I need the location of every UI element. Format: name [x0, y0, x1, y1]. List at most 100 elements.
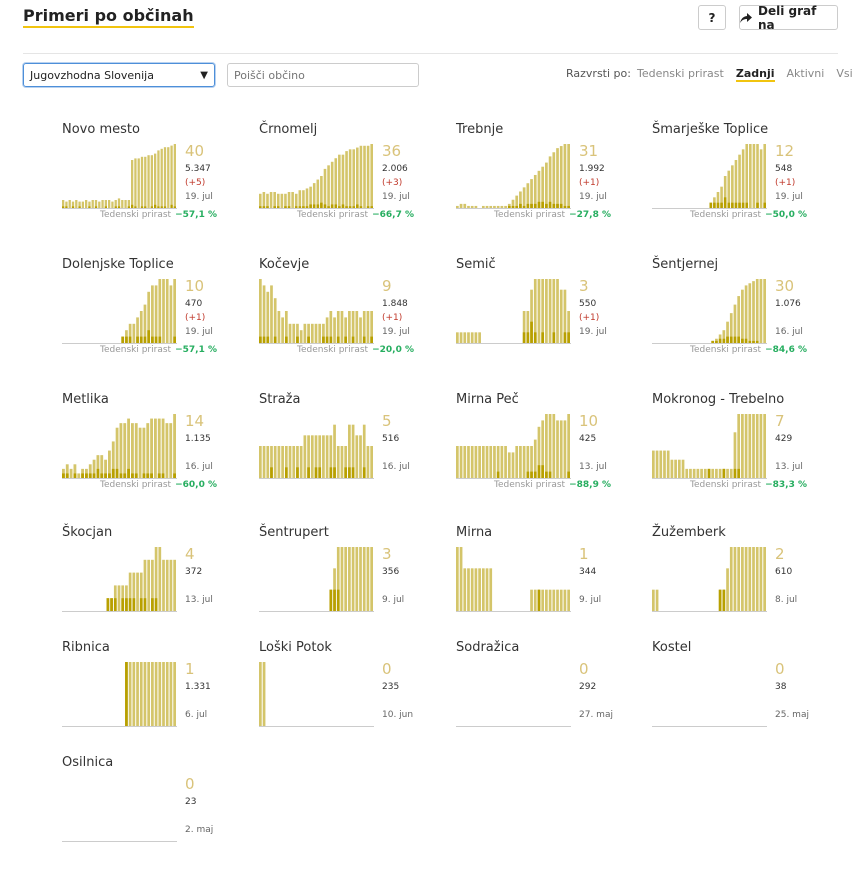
- municipality-card[interactable]: Šentjernej 30 1.076 16. jul Tedenski prirast…: [652, 257, 842, 377]
- new-cases-bar: [563, 332, 567, 343]
- help-button[interactable]: ?: [698, 5, 726, 30]
- new-cases-bar: [552, 332, 556, 343]
- active-bar: [748, 414, 752, 478]
- new-cases-bar: [88, 473, 92, 478]
- active-bar: [73, 464, 77, 478]
- active-bar: [71, 201, 75, 208]
- municipality-card[interactable]: Loški Potok 0 235 10. jun: [259, 640, 449, 760]
- new-cases-bar: [738, 202, 741, 208]
- new-cases-bar: [362, 467, 366, 478]
- new-cases-bar: [144, 206, 147, 208]
- new-cases-bar: [334, 204, 338, 208]
- total-count: 38: [775, 682, 787, 692]
- last-date: 6. jul: [185, 710, 208, 720]
- last-date: 8. jul: [775, 595, 798, 605]
- active-bar: [157, 150, 160, 208]
- new-cases-bar: [720, 202, 723, 208]
- search-input[interactable]: [227, 63, 419, 87]
- municipality-card[interactable]: Novo mesto 40 5.347 (+5) 19. jul Tedenski pri…: [62, 122, 252, 242]
- municipality-card[interactable]: Metlika 14 1.135 16. jul Tedenski prirast −60…: [62, 392, 252, 512]
- active-bar: [681, 459, 685, 478]
- active-bar: [139, 311, 143, 343]
- new-cases-bar: [530, 471, 533, 478]
- municipality-card[interactable]: Šentrupert 3 356 9. jul: [259, 525, 449, 645]
- active-bar: [726, 468, 729, 478]
- new-cases-bar: [136, 336, 139, 343]
- new-cases-bar: [362, 336, 366, 343]
- region-select[interactable]: Jugovzhodna Slovenija ▼: [23, 63, 215, 87]
- active-bar: [323, 168, 327, 208]
- daily-delta: (+1): [579, 313, 600, 323]
- municipality-card[interactable]: Semič 3 550 (+1) 19. jul: [456, 257, 646, 377]
- last-date: 16. jul: [185, 462, 213, 472]
- municipality-card[interactable]: Mokronog - Trebelno 7 429 13. jul Tedenski p…: [652, 392, 842, 512]
- new-cases-bar: [154, 204, 157, 208]
- municipality-card[interactable]: Kočevje 9 1.848 (+1) 19. jul Tedenski prirast…: [259, 257, 449, 377]
- active-bar: [737, 414, 741, 478]
- municipality-card[interactable]: Dolenjske Toplice 10 470 (+1) 19. jul Tedensk…: [62, 257, 252, 377]
- active-bar: [493, 205, 496, 208]
- new-cases-bar: [541, 465, 545, 478]
- municipality-card[interactable]: Sodražica 0 292 27. maj: [456, 640, 646, 760]
- active-bar: [173, 662, 176, 726]
- sort-option-aktivni[interactable]: Aktivni: [786, 67, 825, 80]
- active-count: 5: [382, 412, 392, 430]
- new-cases-bar: [65, 206, 68, 208]
- active-bar: [362, 311, 366, 343]
- active-bar: [302, 190, 305, 208]
- active-bar: [98, 201, 101, 208]
- new-cases-bar: [307, 336, 310, 343]
- active-bar: [716, 192, 720, 208]
- active-bar: [548, 156, 552, 208]
- municipality-card[interactable]: Mirna Peč 10 425 13. jul Tedenski prirast −88…: [456, 392, 646, 512]
- new-cases-bar: [173, 336, 176, 343]
- new-cases-bar: [150, 473, 153, 478]
- weekly-growth-value: −83,3 %: [765, 480, 807, 490]
- new-cases-bar: [722, 589, 726, 611]
- active-bar: [559, 146, 563, 208]
- share-button[interactable]: Deli graf na: [739, 4, 838, 32]
- active-bar: [759, 149, 763, 208]
- new-cases-bar: [533, 203, 537, 208]
- total-count: 1.992: [579, 164, 605, 174]
- active-bar: [522, 311, 526, 343]
- sort-option-zadnji[interactable]: Zadnji: [735, 67, 775, 82]
- active-bar: [281, 317, 284, 343]
- municipality-name: Osilnica: [62, 755, 114, 770]
- active-count: 3: [579, 277, 589, 295]
- sort-option-vsi[interactable]: Vsi: [836, 67, 853, 80]
- active-bar: [147, 559, 151, 611]
- share-icon: [740, 12, 752, 23]
- municipality-card[interactable]: Škocjan 4 372 13. jul: [62, 525, 252, 645]
- municipality-card[interactable]: Črnomelj 36 2.006 (+3) 19. jul Tedenski prira…: [259, 122, 449, 242]
- new-cases-bar: [318, 467, 322, 478]
- municipality-card[interactable]: Ribnica 1 1.331 6. jul: [62, 640, 252, 760]
- new-cases-bar: [163, 206, 167, 208]
- active-bar: [173, 414, 176, 478]
- new-cases-bar: [158, 336, 162, 343]
- municipality-card[interactable]: Straža 5 516 16. jul: [259, 392, 449, 512]
- active-bar: [150, 418, 153, 478]
- municipality-card[interactable]: Šmarješke Toplice 12 548 (+1) 19. jul Tedensk…: [652, 122, 842, 242]
- active-bar: [137, 158, 140, 208]
- active-bar: [533, 174, 537, 208]
- active-bar: [273, 446, 277, 478]
- municipality-card[interactable]: Trebnje 31 1.992 (+1) 19. jul Tedenski priras…: [456, 122, 646, 242]
- new-cases-bar: [302, 206, 305, 208]
- new-cases-bar: [262, 206, 266, 208]
- new-cases-bar: [723, 197, 727, 208]
- active-bar: [674, 459, 677, 478]
- active-bar: [336, 547, 340, 611]
- municipality-card[interactable]: Osilnica 0 23 2. maj: [62, 755, 252, 875]
- municipality-card[interactable]: Žužemberk 2 610 8. jul: [652, 525, 842, 645]
- sort-option-tedenski-prirast[interactable]: Tedenski prirast: [636, 67, 724, 80]
- new-cases-bar: [104, 473, 107, 478]
- active-bar: [481, 568, 485, 611]
- active-count: 0: [775, 660, 785, 678]
- active-bar: [663, 450, 666, 478]
- municipality-card[interactable]: Mirna 1 344 9. jul: [456, 525, 646, 645]
- active-bar: [720, 186, 723, 208]
- new-cases-bar: [533, 471, 537, 478]
- municipality-card[interactable]: Kostel 0 38 25. maj: [652, 640, 842, 760]
- active-bar: [356, 147, 359, 208]
